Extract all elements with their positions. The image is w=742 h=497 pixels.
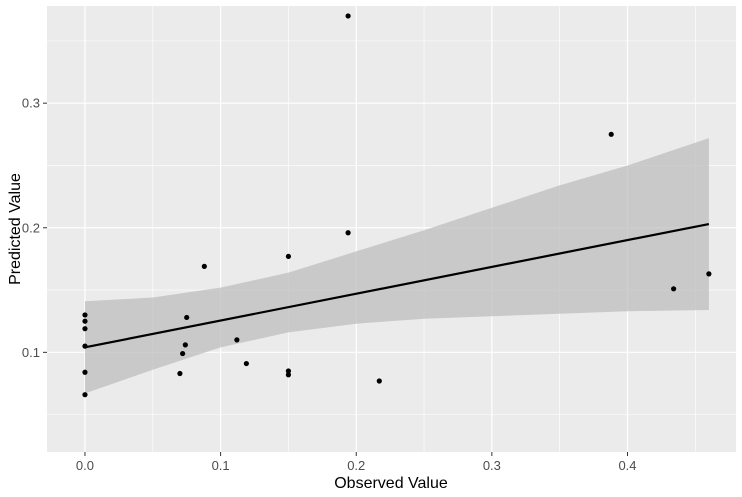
x-axis-title: Observed Value xyxy=(334,475,448,492)
x-tick-label: 0.4 xyxy=(618,458,636,473)
data-point xyxy=(671,286,677,292)
y-tick-label: 0.3 xyxy=(22,96,40,111)
data-point xyxy=(82,312,88,318)
x-tick-label: 0.2 xyxy=(347,458,365,473)
x-tick-label: 0.1 xyxy=(212,458,230,473)
data-point xyxy=(376,378,382,384)
y-tick-label: 0.2 xyxy=(22,220,40,235)
x-tick-label: 0.3 xyxy=(483,458,501,473)
data-point xyxy=(706,271,712,277)
y-axis-ticks: 0.1 0.2 0.3 xyxy=(22,96,47,360)
data-point xyxy=(177,370,183,377)
x-tick-label: 0.0 xyxy=(76,458,94,473)
data-point xyxy=(201,263,207,269)
data-point xyxy=(82,343,88,349)
data-point xyxy=(285,368,292,374)
data-point xyxy=(180,350,186,357)
data-point xyxy=(182,342,188,348)
data-point xyxy=(82,369,88,375)
data-point xyxy=(82,318,88,324)
data-point xyxy=(608,131,614,137)
data-point xyxy=(82,326,88,332)
data-point xyxy=(285,372,292,378)
data-point xyxy=(345,13,351,19)
data-point xyxy=(234,337,240,343)
data-points xyxy=(82,13,712,398)
x-axis-ticks: 0.0 0.1 0.2 0.3 0.4 xyxy=(76,452,637,473)
data-point xyxy=(184,314,190,321)
confidence-band xyxy=(85,138,709,394)
data-point xyxy=(285,253,292,260)
data-point xyxy=(345,230,351,236)
y-axis-title: Predicted Value xyxy=(7,173,24,285)
y-tick-label: 0.1 xyxy=(22,345,40,360)
data-point xyxy=(243,360,249,367)
regression-line xyxy=(84,222,710,349)
data-point xyxy=(82,392,88,398)
